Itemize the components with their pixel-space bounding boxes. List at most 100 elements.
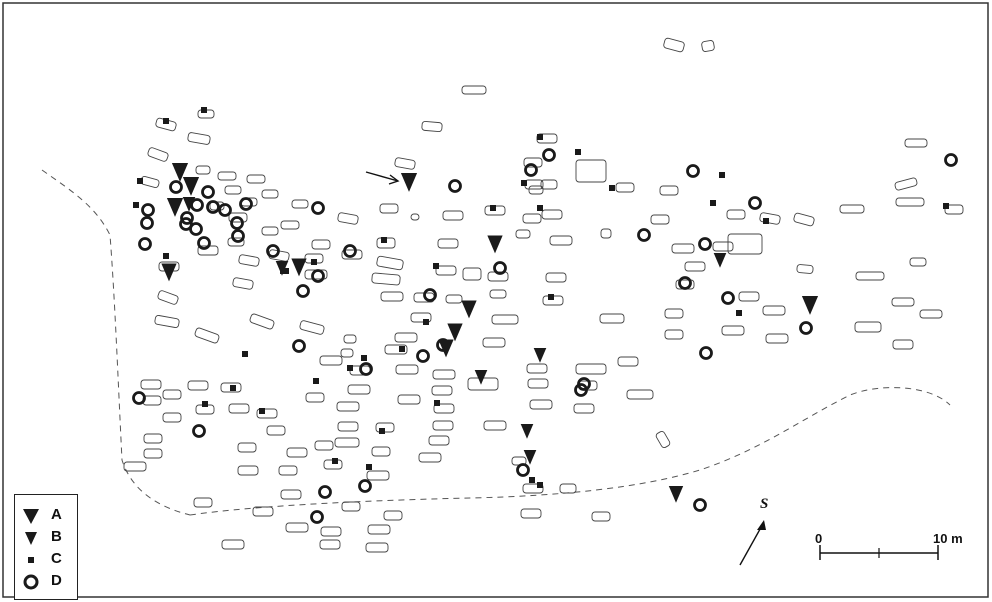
grave-outline bbox=[237, 465, 259, 476]
grave-outline bbox=[895, 197, 925, 207]
ring-marker bbox=[239, 197, 253, 211]
scale-start-label: 0 bbox=[815, 531, 823, 546]
grave-outline bbox=[904, 138, 928, 148]
grave-outline bbox=[311, 239, 331, 250]
grave-outline bbox=[261, 226, 279, 236]
grave-outline bbox=[432, 369, 456, 380]
grave-outline bbox=[664, 329, 684, 340]
grave-outline bbox=[529, 399, 553, 410]
triangle-small-marker bbox=[713, 253, 727, 268]
grave-outline bbox=[157, 290, 179, 305]
grave-outline bbox=[154, 315, 180, 328]
square-marker bbox=[379, 428, 385, 434]
grave-outline bbox=[383, 510, 403, 521]
ring-marker bbox=[944, 153, 958, 167]
ring-marker bbox=[292, 339, 306, 353]
grave-outline bbox=[559, 483, 577, 494]
ring-marker bbox=[266, 244, 280, 258]
grave-outline bbox=[384, 344, 408, 355]
square-marker bbox=[609, 185, 615, 191]
grave-outline bbox=[252, 506, 274, 517]
square-marker bbox=[163, 253, 169, 259]
grave-outline bbox=[759, 212, 781, 225]
grave-outline bbox=[663, 37, 685, 53]
grave-outline bbox=[299, 320, 325, 335]
square-marker bbox=[361, 355, 367, 361]
triangle-small-marker bbox=[523, 450, 537, 465]
square-marker bbox=[313, 378, 319, 384]
ring-marker bbox=[516, 463, 530, 477]
grave-outline bbox=[410, 312, 432, 323]
square-marker bbox=[763, 218, 769, 224]
grave-outline bbox=[428, 435, 450, 446]
triangle-large-icon bbox=[23, 509, 39, 524]
grave-outline bbox=[528, 185, 544, 195]
square-marker bbox=[719, 172, 725, 178]
ring-marker bbox=[359, 362, 373, 376]
square-marker bbox=[399, 346, 405, 352]
grave-outline bbox=[280, 489, 302, 500]
ring-marker bbox=[524, 163, 538, 177]
grave-outline bbox=[892, 339, 914, 350]
grave-outline bbox=[522, 213, 542, 224]
grave-outline bbox=[340, 348, 354, 358]
ring-marker bbox=[699, 346, 713, 360]
square-marker bbox=[521, 180, 527, 186]
grave-outline bbox=[549, 235, 573, 246]
ring-marker bbox=[542, 148, 556, 162]
square-marker bbox=[201, 107, 207, 113]
grave-outline bbox=[217, 171, 237, 181]
grave-outline bbox=[591, 511, 611, 522]
grave-outline bbox=[337, 421, 359, 432]
grave-outline bbox=[894, 177, 918, 191]
ring-marker bbox=[311, 201, 325, 215]
grave-outline bbox=[261, 189, 279, 199]
grave-outline bbox=[671, 243, 695, 254]
grave-outline bbox=[397, 394, 421, 405]
grave-outline bbox=[944, 204, 964, 215]
grave-outline bbox=[421, 120, 443, 133]
triangle-large-marker bbox=[461, 300, 477, 319]
triangle-large-marker bbox=[166, 198, 184, 217]
ring-marker bbox=[201, 185, 215, 199]
site-boundary-south bbox=[189, 387, 951, 516]
grave-outline bbox=[143, 433, 163, 444]
legend-label-a: A bbox=[51, 506, 62, 523]
scale-bar bbox=[819, 545, 939, 560]
grave-outline bbox=[515, 229, 531, 239]
grave-outline bbox=[659, 185, 679, 196]
square-marker bbox=[381, 237, 387, 243]
ring-marker bbox=[493, 261, 507, 275]
square-marker bbox=[710, 200, 716, 206]
grave-outline bbox=[839, 204, 865, 214]
grave-outline bbox=[336, 401, 360, 412]
grave-outline bbox=[162, 412, 182, 423]
grave-outline bbox=[575, 159, 607, 183]
grave-outline bbox=[237, 442, 257, 453]
grave-outline bbox=[228, 212, 248, 223]
ring-marker bbox=[343, 244, 357, 258]
square-marker bbox=[423, 319, 429, 325]
grave-outline bbox=[193, 497, 213, 508]
grave-outline bbox=[762, 305, 786, 316]
grave-outline bbox=[435, 265, 457, 276]
north-arrow bbox=[739, 520, 766, 566]
ring-marker bbox=[206, 200, 220, 214]
square-marker bbox=[575, 149, 581, 155]
grave-outline bbox=[341, 501, 361, 512]
grave-outline bbox=[320, 526, 342, 537]
grave-outline bbox=[314, 440, 334, 451]
square-marker bbox=[943, 203, 949, 209]
grave-outline bbox=[341, 249, 363, 260]
triangle-small-marker bbox=[520, 424, 534, 439]
square-marker bbox=[242, 351, 248, 357]
triangle-large-marker bbox=[291, 258, 307, 277]
grave-outline bbox=[600, 228, 612, 239]
ring-marker bbox=[192, 424, 206, 438]
ring-marker bbox=[179, 217, 193, 231]
grave-outline bbox=[727, 233, 763, 255]
legend-item-c: C bbox=[15, 549, 77, 571]
grave-outline bbox=[442, 210, 464, 221]
square-marker bbox=[537, 134, 543, 140]
